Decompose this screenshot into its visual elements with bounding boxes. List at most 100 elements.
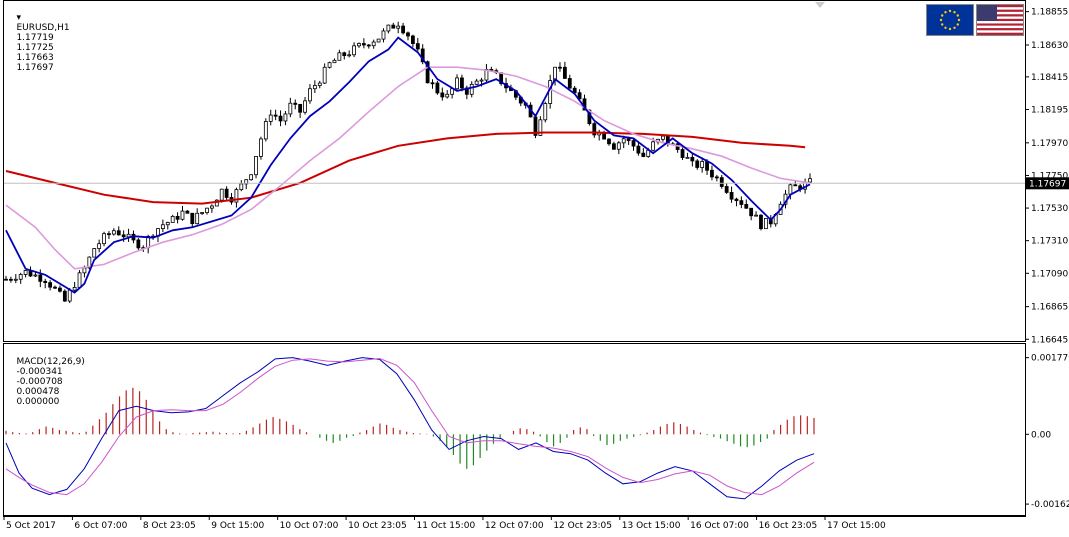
candle-body	[170, 215, 175, 223]
ohlc-low: 1.17663	[16, 53, 54, 63]
flag-stripe	[977, 30, 1023, 33]
flag-stripe	[977, 14, 1023, 17]
candle-body	[455, 77, 459, 90]
candle-body	[710, 169, 714, 178]
candle-body	[636, 145, 641, 154]
candle-body	[219, 188, 224, 201]
candle-body	[200, 212, 204, 214]
candle-body	[239, 183, 244, 191]
candle-body	[254, 156, 258, 176]
candle-body	[435, 82, 440, 94]
candle-body	[445, 93, 450, 98]
flag-star	[953, 11, 956, 14]
flag-stripe	[977, 16, 1023, 19]
candle-body	[366, 44, 371, 47]
candle-body	[788, 184, 793, 195]
price-tick-label: 1.18195	[1031, 105, 1068, 115]
current-price-box	[1026, 177, 1069, 190]
dropdown-triangle-icon[interactable]: ▾	[16, 13, 21, 23]
current-price-label: 1.17697	[1029, 179, 1066, 189]
candle-body	[734, 198, 739, 202]
candle-body	[685, 156, 690, 159]
candle-body	[641, 152, 646, 157]
candle-body	[77, 272, 82, 288]
ohlc-close: 1.17697	[16, 63, 54, 73]
price-tick-label: 1.18630	[1031, 41, 1068, 51]
candle-body	[97, 243, 102, 249]
candle-body	[651, 141, 656, 151]
candle-body	[190, 212, 195, 225]
candle-body	[322, 66, 327, 84]
candle-body	[616, 142, 621, 150]
candle-body	[425, 61, 430, 84]
candle-body	[474, 80, 479, 85]
candle-body	[293, 102, 298, 105]
candle-body	[621, 138, 626, 144]
macd-lines	[5, 357, 815, 500]
time-tick-label: 6 Oct 07:00	[74, 521, 127, 531]
candle-body	[317, 82, 322, 86]
candle-body	[469, 83, 474, 95]
candlesticks	[4, 21, 812, 304]
candle-body	[268, 114, 273, 122]
time-tick-label: 16 Oct 23:05	[759, 521, 818, 531]
candle-body	[102, 233, 106, 245]
candle-body	[224, 188, 229, 198]
price-tick-label: 1.17750	[1031, 171, 1068, 181]
candle-body	[23, 270, 28, 275]
ma-mid-line	[5, 66, 811, 270]
candle-body	[719, 177, 724, 187]
candle-body	[303, 100, 307, 113]
price-tick-label: 1.18415	[1031, 73, 1068, 83]
candle-body	[680, 149, 685, 158]
candle-body	[214, 199, 219, 207]
time-tick-label: 12 Oct 23:05	[553, 521, 612, 531]
candle-body	[160, 224, 165, 229]
flag-stripe	[977, 28, 1023, 31]
time-tick-label: 9 Oct 15:00	[211, 521, 264, 531]
candle-body	[136, 239, 141, 249]
ma-long-line	[5, 131, 806, 205]
flag-stripe	[977, 11, 1023, 15]
candle-body	[714, 176, 719, 179]
macd-header: MACD(12,26,9) -0.000341 -0.000708 0.0004…	[5, 347, 85, 417]
moving-averages	[5, 36, 811, 294]
time-tick-label: 12 Oct 07:00	[485, 521, 544, 531]
candle-body	[430, 82, 435, 85]
candle-body	[371, 41, 376, 47]
candle-body	[9, 278, 13, 281]
candle-body	[308, 88, 312, 102]
flag-stripe	[977, 25, 1023, 29]
candle-body	[185, 210, 190, 214]
candle-body	[661, 135, 665, 140]
candle-body	[175, 215, 180, 220]
flag-star	[944, 26, 947, 29]
candle-body	[479, 79, 484, 82]
time-tick-label: 10 Oct 07:00	[280, 521, 339, 531]
candle-body	[739, 200, 744, 205]
us-flag-icon	[976, 4, 1024, 36]
candle-body	[460, 77, 464, 89]
candle-body	[111, 230, 116, 235]
shift-marker-icon[interactable]	[815, 2, 825, 8]
flag-star	[948, 27, 952, 31]
macd-axis: 0.001779 0.00 -0.00162	[1025, 354, 1069, 510]
macd-value-1: -0.000341	[16, 367, 63, 377]
candle-body	[440, 92, 445, 98]
candle-body	[249, 174, 254, 181]
flag-stripe	[977, 18, 1023, 22]
time-tick-label: 8 Oct 23:05	[143, 521, 196, 531]
macd-title: MACD(12,26,9)	[16, 357, 85, 367]
candle-body	[411, 35, 415, 44]
candle-body	[33, 274, 38, 277]
candle-body	[357, 43, 361, 47]
candle-body	[332, 59, 337, 64]
candle-body	[386, 24, 391, 32]
price-tick-label: 1.17970	[1031, 139, 1068, 149]
macd-histogram	[5, 387, 815, 469]
flag-star	[953, 26, 956, 29]
candle-body	[631, 140, 636, 147]
candle-body	[543, 103, 548, 121]
candle-body	[690, 156, 695, 162]
